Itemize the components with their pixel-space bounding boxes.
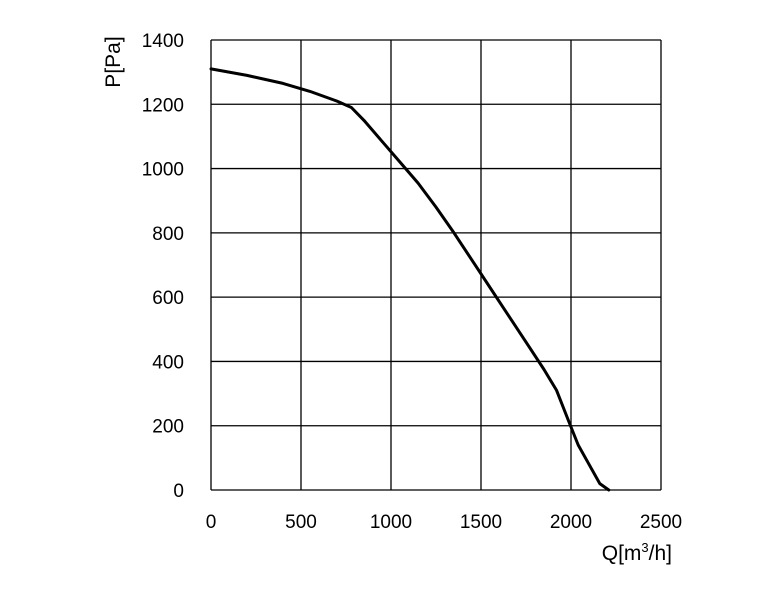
x-tick-label: 1500 <box>460 512 502 533</box>
y-tick-label: 1200 <box>142 95 184 116</box>
x-tick-label: 500 <box>285 512 317 533</box>
x-tick-label: 2500 <box>640 512 682 533</box>
y-tick-label: 1400 <box>142 31 184 52</box>
x-tick-label: 1000 <box>370 512 412 533</box>
x-tick-labels: 0 500 1000 1500 2000 2500 <box>206 512 682 533</box>
x-axis-title: Q[m3/h] <box>602 540 672 565</box>
y-tick-labels: 0 200 400 600 800 1000 1200 1400 <box>142 31 184 502</box>
x-axis-title-base: Q[m <box>602 542 642 565</box>
x-axis-title-sup: 3 <box>641 540 648 555</box>
y-tick-label: 0 <box>173 481 184 502</box>
y-axis-title: P[Pa] <box>102 36 125 87</box>
y-tick-label: 800 <box>152 224 184 245</box>
grid <box>210 39 662 491</box>
y-tick-label: 1000 <box>142 160 184 181</box>
x-axis-title-tail: /h] <box>649 542 672 565</box>
y-tick-label: 600 <box>152 288 184 309</box>
x-tick-label: 2000 <box>550 512 592 533</box>
y-tick-label: 400 <box>152 352 184 373</box>
y-tick-label: 200 <box>152 417 184 438</box>
series-line <box>209 67 611 492</box>
x-tick-label: 0 <box>206 512 217 533</box>
